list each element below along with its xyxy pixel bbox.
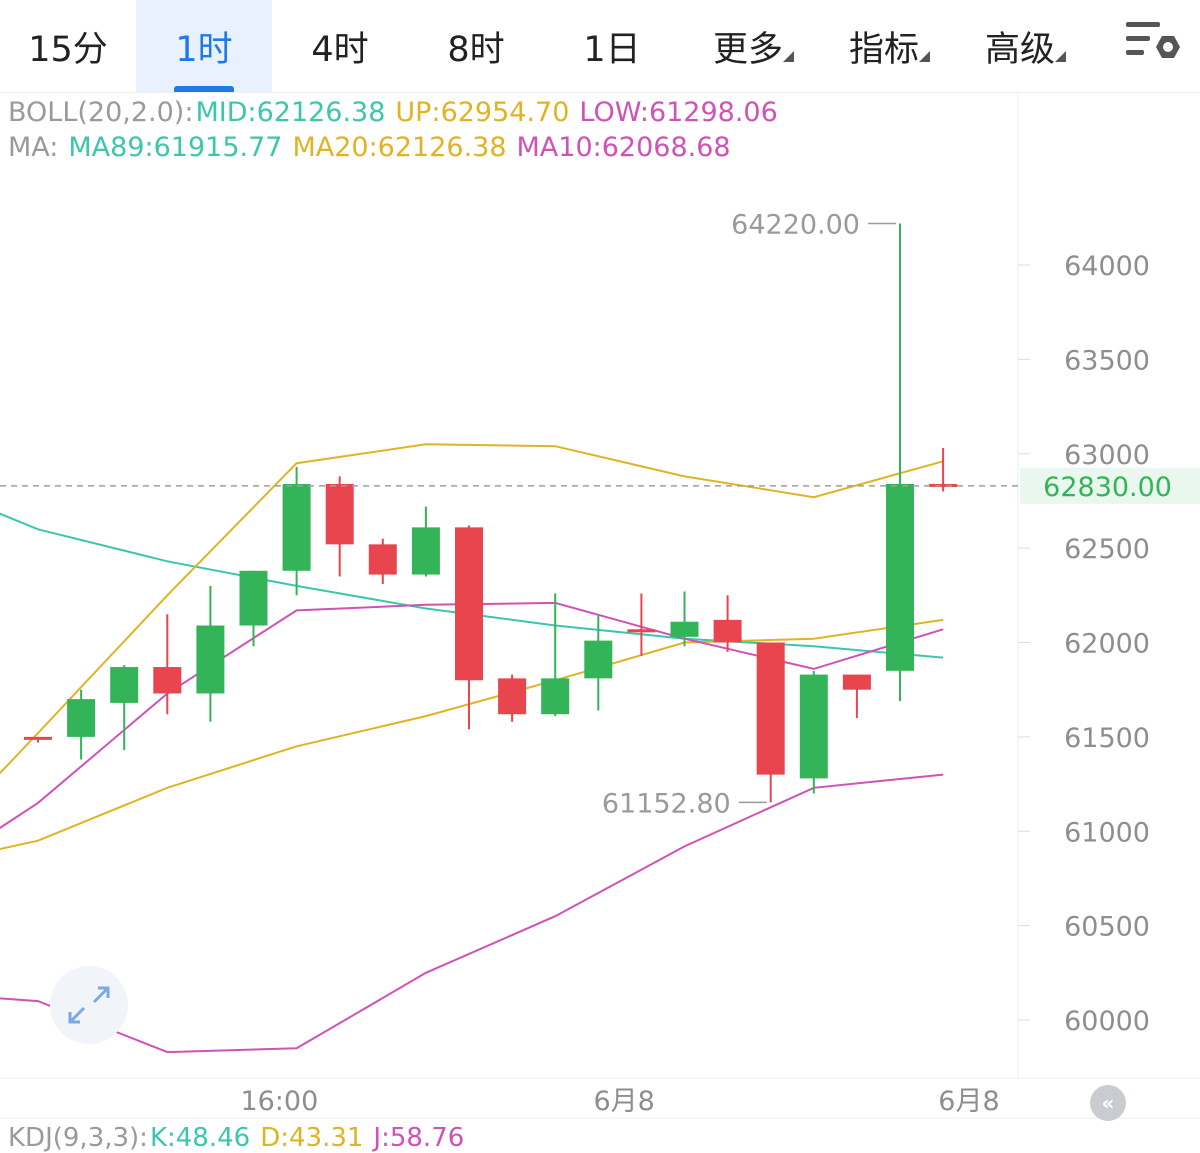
low-annotation: 61152.80 [602,788,731,819]
boll-low: LOW:61298.06 [579,97,778,128]
candle-body [842,674,871,690]
boll-up: UP:62954.70 [395,97,570,128]
series-line-up [0,443,944,775]
ma20-value: MA20:62126.38 [292,132,507,163]
kdj-k: K:48.46 [149,1123,251,1153]
kdj-prefix: KDJ(9,3,3): [8,1123,148,1153]
candle-body [929,483,958,487]
tab-label: 1时 [175,29,233,70]
high-annotation: 64220.00 [731,209,860,240]
y-tick-label: 60500 [1064,912,1150,943]
tab-label: 4时 [311,29,369,70]
tab-4[interactable]: 1日 [544,0,680,92]
y-tick-label: 61000 [1064,817,1150,848]
y-tick-label: 60000 [1064,1006,1150,1037]
tab-label: 更多 [712,29,783,70]
dropdown-caret-icon [919,51,930,62]
last-price-badge [1020,467,1200,504]
tab-5[interactable]: 更多 [680,0,816,92]
y-tick-label: 61500 [1064,723,1150,754]
x-tick-label: 16:00 [240,1086,318,1117]
candle-body [282,483,311,571]
kdj-legend: KDJ(9,3,3):K:48.46 D:43.31 J:58.76 [8,1123,474,1153]
tab-label: 指标 [848,29,919,70]
tab-6[interactable]: 指标 [816,0,952,92]
chart-settings-icon[interactable] [1122,14,1182,74]
candle-body [67,699,96,737]
x-tick-label: 6月8 [938,1086,999,1117]
tab-label: 高级 [984,29,1055,70]
candle-body [239,570,268,626]
candle-body [799,674,828,779]
tab-label: 15分 [28,29,108,70]
candle-body [584,640,613,679]
tab-3[interactable]: 8时 [408,0,544,92]
candle-body [196,625,225,694]
tab-7[interactable]: 高级 [952,0,1088,92]
tab-label: 8时 [447,29,505,70]
timeframe-tabs: 15分 1时 4时 8时 1日 更多 指标 高级 [0,0,1200,93]
dropdown-caret-icon [1055,51,1066,62]
tab-2[interactable]: 4时 [272,0,408,92]
last-price-label: 62830.00 [1043,472,1172,503]
y-tick-label: 62500 [1064,534,1150,565]
y-tick-label: 63000 [1064,440,1150,471]
y-tick-label: 62000 [1064,629,1150,660]
candle-body [368,544,397,575]
candle-body [713,619,742,643]
candle-body [498,678,527,715]
candle-body [153,667,182,694]
kdj-j: J:58.76 [373,1123,465,1153]
series-line-ma20 [0,618,944,851]
boll-prefix: BOLL(20,2.0): [8,97,194,128]
y-tick-label: 64000 [1064,251,1150,282]
dropdown-caret-icon [783,51,794,62]
candle-body [411,527,440,575]
candle-body [455,527,483,681]
tab-1[interactable]: 1时 [136,0,272,92]
ma89-value: MA89:61915.77 [68,132,283,163]
kdj-d: D:43.31 [260,1123,364,1153]
tab-label: 1日 [583,29,641,70]
boll-mid: MID:62126.38 [195,97,386,128]
candle-body [627,629,656,633]
expand-arrows-icon[interactable] [50,966,128,1044]
boll-legend: BOLL(20,2.0):MID:62126.38 UP:62954.70 LOW:… [8,97,788,128]
series-line-low [0,773,944,1054]
candle-body [756,642,785,775]
ma-prefix: MA: [8,132,59,163]
ma10-value: MA10:62068.68 [516,132,731,163]
chevron-left-double-icon[interactable]: « [1090,1085,1126,1121]
tab-0[interactable]: 15分 [0,0,136,92]
candle-body [541,678,570,715]
candle-body [325,483,354,545]
y-tick-label: 63500 [1064,345,1150,376]
ma-legend: MA: MA89:61915.77 MA20:62126.38 MA10:62068.… [8,132,741,163]
candle-body [110,667,139,703]
candle-body [886,483,914,671]
x-tick-label: 6月8 [593,1086,654,1117]
candle-body [24,736,52,740]
candle-body [670,621,699,637]
